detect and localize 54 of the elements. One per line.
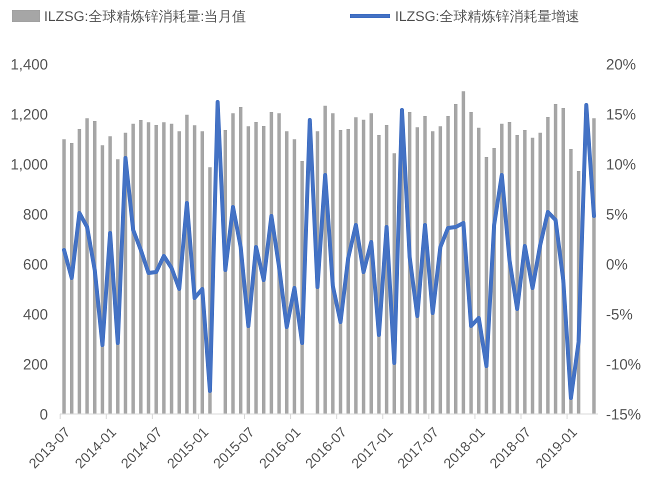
bar: [154, 125, 158, 414]
bar: [454, 104, 458, 414]
bar: [370, 113, 373, 414]
bar: [292, 139, 296, 414]
bar: [346, 129, 350, 414]
bar: [462, 91, 466, 414]
bar: [178, 131, 181, 414]
legend-label: ILZSG:全球精炼锌消耗量:当月值: [44, 8, 246, 24]
bar: [192, 125, 196, 414]
bar: [270, 112, 274, 414]
y2-tick-label: -5%: [606, 306, 633, 324]
bar: [277, 113, 281, 414]
bar: [170, 124, 174, 414]
bar: [362, 120, 366, 414]
bar: [254, 122, 258, 414]
y2-tick-label: -15%: [606, 406, 642, 424]
line-series: [62, 100, 596, 400]
y-tick-label: 400: [22, 306, 48, 324]
y-tick-label: 0: [40, 406, 48, 424]
bar: [538, 132, 542, 414]
y-tick-label: 800: [22, 206, 48, 224]
bar: [62, 139, 66, 414]
bar: [200, 131, 204, 414]
y-tick-label: 200: [22, 356, 48, 374]
bar: [131, 124, 135, 414]
bar: [523, 130, 527, 414]
bar: [530, 138, 534, 414]
bar: [477, 128, 480, 414]
y2-tick-label: 10%: [606, 156, 636, 174]
bar: [85, 118, 89, 414]
y2-tick-label: 5%: [606, 206, 628, 224]
bar: [469, 112, 473, 414]
bar: [438, 126, 442, 414]
bar: [70, 143, 74, 414]
bar: [554, 104, 558, 414]
bar: [78, 129, 82, 414]
bar: [139, 120, 143, 414]
y-tick-label: 1,200: [10, 106, 48, 124]
bar: [354, 117, 358, 414]
y2-tick-label: 20%: [606, 56, 636, 74]
bar: [500, 124, 504, 414]
y2-tick-label: 0%: [606, 256, 628, 274]
bar: [162, 122, 166, 414]
bar: [515, 135, 519, 414]
y2-tick-label: -10%: [606, 356, 642, 374]
y-tick-label: 1,000: [10, 156, 48, 174]
bar: [446, 116, 450, 414]
bar: [285, 131, 288, 414]
y-tick-label: 600: [22, 256, 48, 274]
bar: [262, 126, 266, 414]
y-tick-label: 1,400: [10, 56, 48, 74]
legend-label: ILZSG:全球精炼锌消耗量增速: [395, 8, 580, 24]
bar: [546, 117, 550, 414]
y2-tick-label: 15%: [606, 106, 636, 124]
